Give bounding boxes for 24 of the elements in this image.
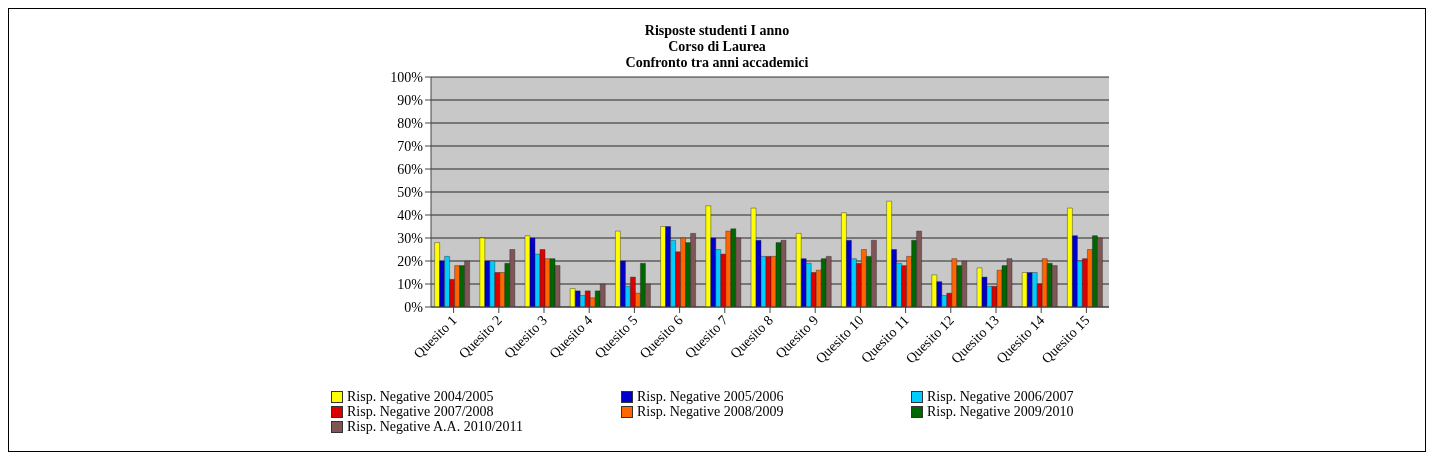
bar — [705, 205, 712, 307]
legend-label: Risp. Negative A.A. 2010/2011 — [347, 419, 524, 434]
y-tick-label: 20% — [397, 253, 424, 269]
bar — [1022, 272, 1028, 307]
y-tick-label: 30% — [397, 230, 424, 246]
legend-label: Risp. Negative 2004/2005 — [347, 389, 494, 404]
chart-title: Risposte studenti I anno Corso di Laurea Confronto tra anni accademici — [624, 23, 810, 71]
legend-label: Risp. Negative 2008/2009 — [637, 404, 784, 419]
y-tick-label: 100% — [390, 69, 424, 85]
bar — [434, 242, 440, 307]
legend-label: Risp. Negative 2005/2006 — [637, 389, 784, 404]
legend-label: Risp. Negative 2007/2008 — [347, 404, 494, 419]
legend-label: Risp. Negative 2006/2007 — [927, 389, 1074, 404]
y-tick-label: 0% — [404, 299, 424, 315]
y-tick-label: 10% — [397, 276, 424, 292]
y-tick-label: 50% — [397, 184, 424, 200]
y-tick-label: 40% — [397, 207, 424, 223]
y-tick-label: 80% — [397, 115, 424, 131]
bar — [479, 237, 486, 307]
legend-label: Risp. Negative 2009/2010 — [927, 404, 1074, 419]
y-tick-label: 70% — [397, 138, 424, 154]
y-tick-label: 60% — [397, 161, 424, 177]
bar — [931, 274, 938, 307]
y-tick-label: 90% — [397, 92, 424, 108]
